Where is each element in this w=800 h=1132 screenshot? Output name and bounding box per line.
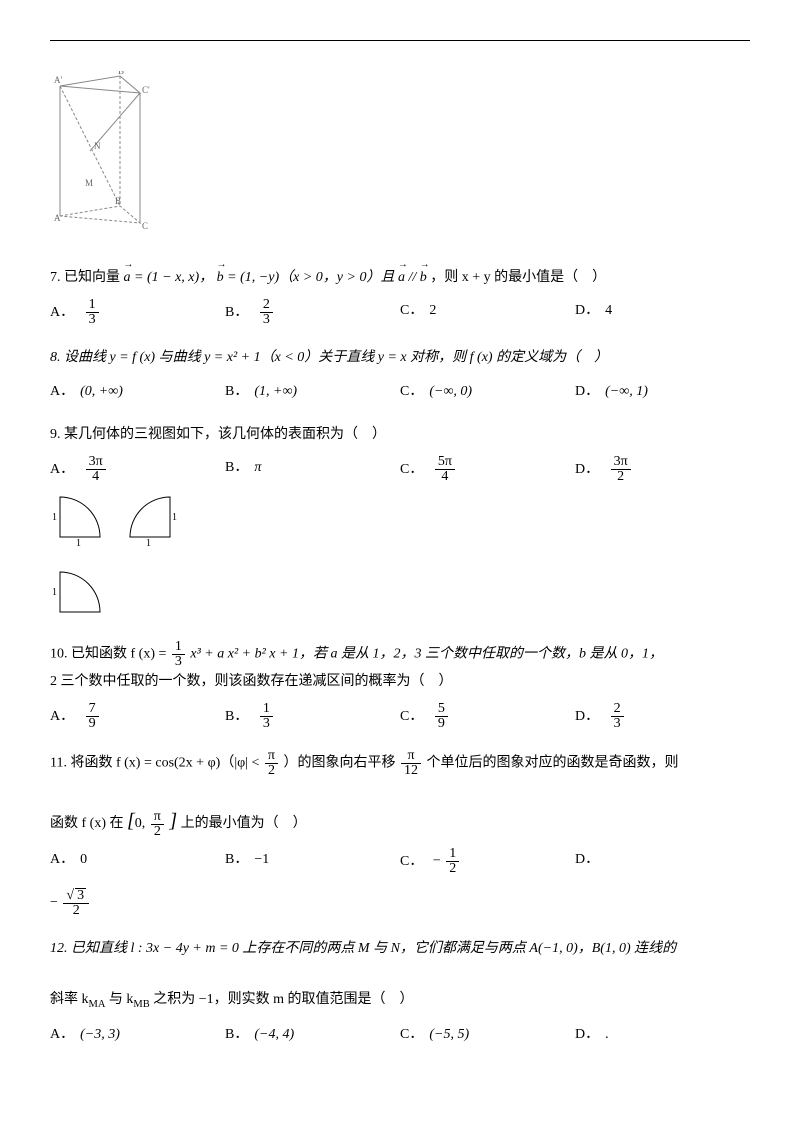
svg-text:1: 1 [52, 587, 57, 598]
svg-text:B': B' [118, 71, 126, 76]
q9-text: 9. 某几何体的三视图如下，该几何体的表面积为（ ） [50, 422, 750, 447]
q7-opt-c[interactable]: C．2 [400, 298, 575, 327]
question-9: 9. 某几何体的三视图如下，该几何体的表面积为（ ） A． 3π4 B．π C．… [50, 422, 750, 622]
header-rule [50, 40, 750, 41]
svg-text:A: A [54, 213, 61, 223]
q11-opt-c[interactable]: C． − 12 [400, 847, 575, 876]
q12-opt-a[interactable]: A．(−3, 3) [50, 1022, 225, 1047]
q7-opt-a[interactable]: A． 13 [50, 298, 225, 327]
q10-text: 10. 已知函数 f (x) = 13 x³ + a x² + b² x + 1… [50, 640, 750, 694]
three-views: 1 1 1 1 1 [50, 492, 750, 622]
q9-opt-a[interactable]: A． 3π4 [50, 455, 225, 484]
q8-opt-a[interactable]: A．(0, +∞) [50, 379, 225, 404]
question-12: 12. 已知直线 l : 3x − 4y + m = 0 上存在不同的两点 M … [50, 936, 750, 1047]
q8-opt-b[interactable]: B．(1, +∞) [225, 379, 400, 404]
svg-text:1: 1 [52, 512, 57, 523]
q11-opt-b[interactable]: B．−1 [225, 847, 400, 876]
q7-b-expr: = (1, −y)（x > 0，y > 0）且 [227, 270, 398, 285]
q10-opt-d[interactable]: D． 23 [575, 702, 750, 731]
q12-text: 12. 已知直线 l : 3x − 4y + m = 0 上存在不同的两点 M … [50, 936, 750, 1014]
q12-opt-d[interactable]: D．. [575, 1022, 750, 1047]
svg-text:C': C' [142, 85, 150, 95]
q12-opt-c[interactable]: C．(−5, 5) [400, 1022, 575, 1047]
prism-figure: A' B' C' A B C N M [50, 71, 750, 245]
q11-opt-d[interactable]: D． [575, 847, 750, 876]
question-11: 11. 将函数 f (x) = cos(2x + φ)（|φ| < π2 ）的图… [50, 749, 750, 918]
svg-text:1: 1 [146, 538, 151, 547]
svg-text:1: 1 [76, 538, 81, 547]
q7-suffix: ，则 x + y 的最小值是（ ） [430, 270, 606, 285]
svg-text:A': A' [54, 75, 62, 85]
q7-opt-b[interactable]: B． 23 [225, 298, 400, 327]
q9-opt-b[interactable]: B．π [225, 455, 400, 484]
q7-a-expr: = (1 − x, x)， [134, 270, 213, 285]
svg-text:1: 1 [172, 512, 177, 523]
q10-opt-b[interactable]: B． 13 [225, 702, 400, 731]
q10-opt-c[interactable]: C． 59 [400, 702, 575, 731]
q11-opt-d-cont: − √32 [50, 888, 750, 918]
q8-opt-c[interactable]: C．(−∞, 0) [400, 379, 575, 404]
q12-opt-b[interactable]: B．(−4, 4) [225, 1022, 400, 1047]
svg-text:N: N [94, 141, 101, 151]
q7-prefix: 7. 已知向量 [50, 270, 124, 285]
q8-text: 8. 设曲线 y = f (x) 与曲线 y = x² + 1（x < 0）关于… [50, 345, 750, 370]
svg-text:M: M [85, 178, 93, 188]
q9-opt-c[interactable]: C． 5π4 [400, 455, 575, 484]
question-8: 8. 设曲线 y = f (x) 与曲线 y = x² + 1（x < 0）关于… [50, 345, 750, 403]
q10-opt-a[interactable]: A． 79 [50, 702, 225, 731]
q11-text: 11. 将函数 f (x) = cos(2x + φ)（|φ| < π2 ）的图… [50, 749, 750, 839]
question-10: 10. 已知函数 f (x) = 13 x³ + a x² + b² x + 1… [50, 640, 750, 731]
q7-opt-d[interactable]: D．4 [575, 298, 750, 327]
q9-opt-d[interactable]: D． 3π2 [575, 455, 750, 484]
question-7: 7. 已知向量 a = (1 − x, x)， b = (1, −y)（x > … [50, 265, 750, 327]
q8-opt-d[interactable]: D．(−∞, 1) [575, 379, 750, 404]
svg-text:C: C [142, 221, 148, 231]
q11-opt-a[interactable]: A．0 [50, 847, 225, 876]
q7-text: 7. 已知向量 a = (1 − x, x)， b = (1, −y)（x > … [50, 265, 750, 290]
svg-text:B: B [115, 196, 121, 206]
